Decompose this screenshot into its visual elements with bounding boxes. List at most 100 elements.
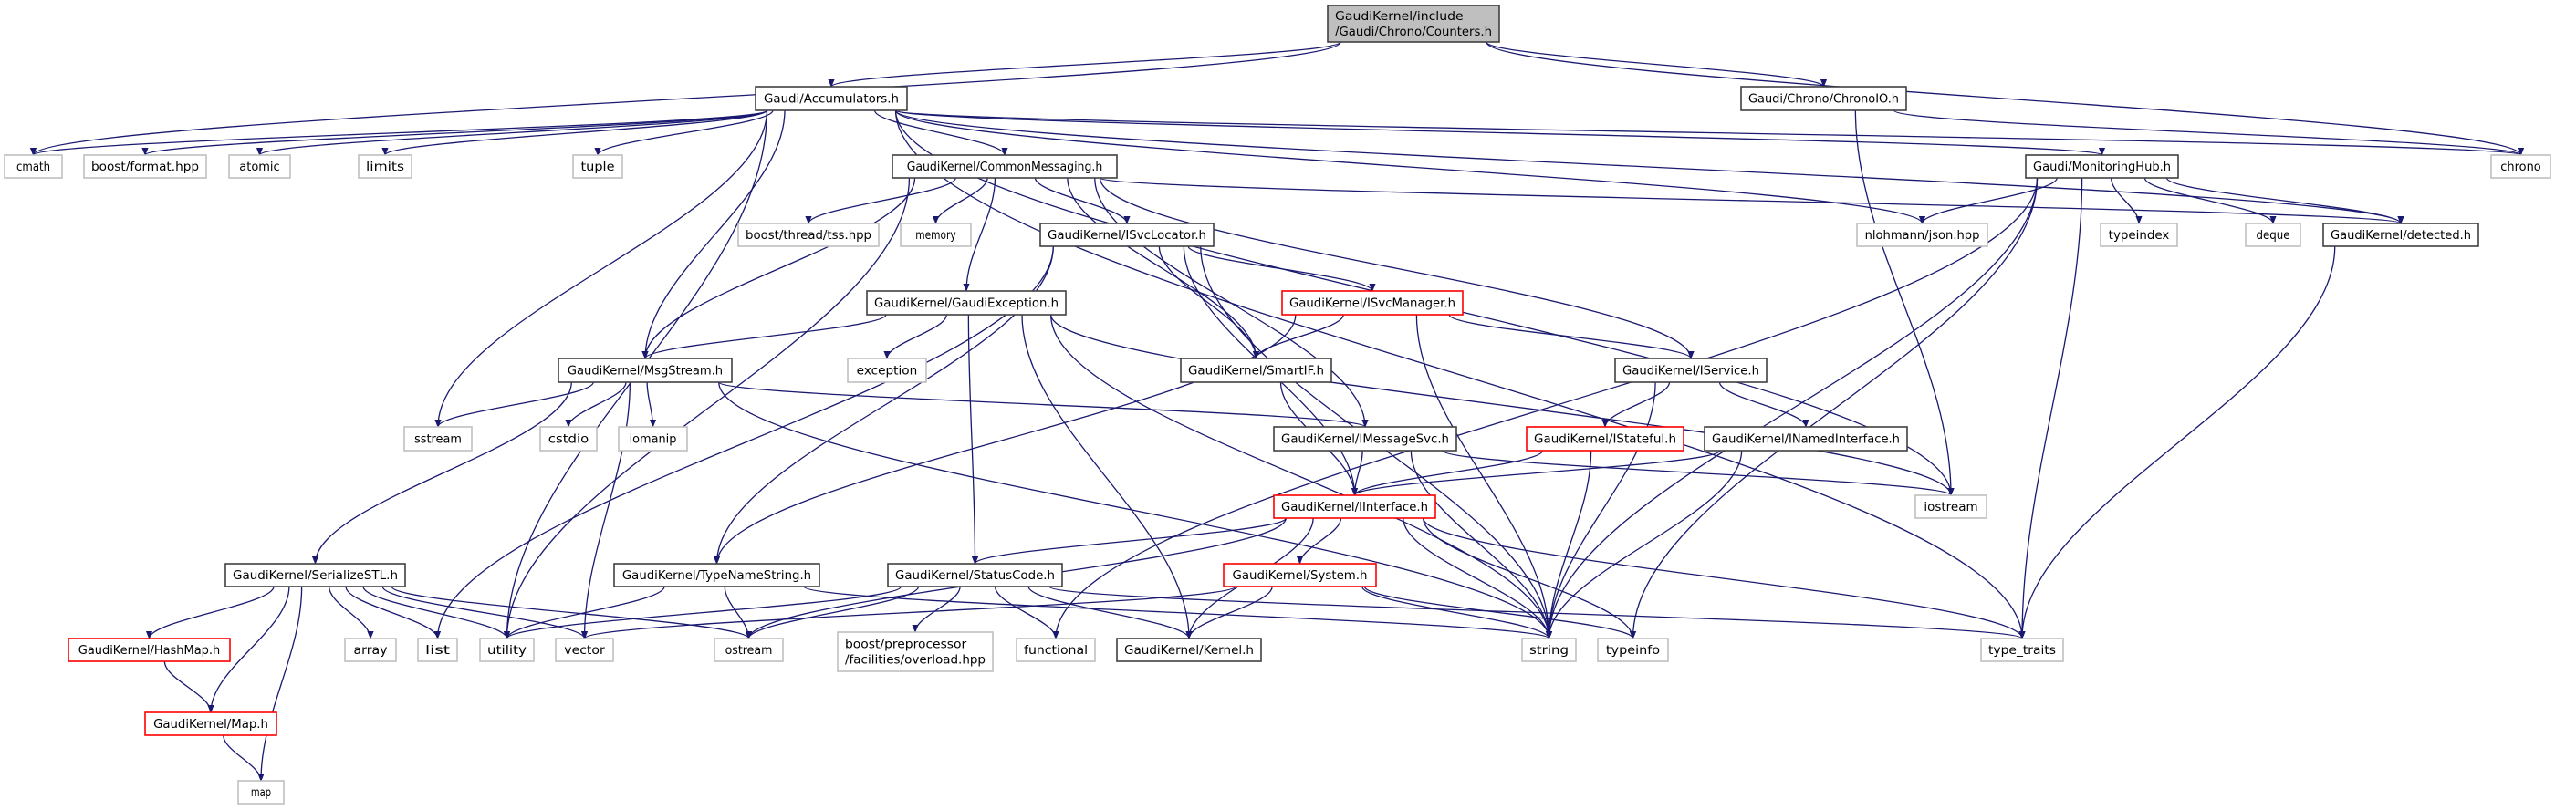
node-label: map [251,786,271,800]
node-memory: memory [900,223,972,247]
node-label: GaudiKernel/detected.h [2331,229,2471,243]
node-hashmap[interactable]: GaudiKernel/HashMap.h [68,638,231,662]
node-box [2490,154,2551,179]
node-label: iomanip [630,433,677,447]
edge-counters-to-chrono [1486,41,2524,156]
edge-accumulators-to-boost_format [141,109,768,156]
node-label: GaudiKernel/INamedInterface.h [1712,433,1900,447]
node-label: GaudiKernel/StatusCode.h [895,569,1055,583]
node-label: iostream [1924,501,1977,514]
node-isvclocator[interactable]: GaudiKernel/ISvcLocator.h [1039,223,1215,247]
node-label: atomic [239,161,279,174]
edge-system-to-typeinfo [1363,586,1636,639]
node-box [613,563,820,587]
edge-counters-to-cmath [30,41,1341,156]
edge-chronoio-to-iostream [1854,109,1955,496]
node-label: GaudiKernel/Kernel.h [1124,644,1254,658]
edge-msgstream-to-sstream [434,381,594,428]
edge-commonmessaging-to-isvclocator [1034,177,1131,224]
node-typeindex: typeindex [2100,223,2178,247]
node-istateful[interactable]: GaudiKernel/IStateful.h [1526,426,1684,452]
edge-accumulators-to-cmath [30,109,768,156]
node-monitoringhub[interactable]: Gaudi/MonitoringHub.h [2025,154,2179,179]
node-detected[interactable]: GaudiKernel/detected.h [2322,223,2479,247]
edge-istateful-to-string [1545,450,1592,639]
node-sstream: sstream [403,426,473,452]
node-box [1223,563,1377,587]
node-counters[interactable]: GaudiKernel/include/Gaudi/Chrono/Counter… [1327,5,1500,43]
node-gaudiexception[interactable]: GaudiKernel/GaudiException.h [866,290,1067,316]
edge-iservice-to-inamedinterface [1718,381,1809,428]
node-commonmessaging[interactable]: GaudiKernel/CommonMessaging.h [892,154,1118,179]
node-label: /Gaudi/Chrono/Counters.h [1335,26,1492,39]
node-isvcmanager[interactable]: GaudiKernel/ISvcManager.h [1281,290,1464,316]
node-label: nlohmann/json.hpp [1865,229,1980,243]
node-iinterface[interactable]: GaudiKernel/IInterface.h [1273,494,1436,519]
node-label: functional [1024,644,1088,658]
edge-statuscode-to-boost_pp [912,586,961,633]
edge-accumulators-to-tuple [594,109,774,156]
node-box [900,223,972,247]
edge-detected-to-type_traits [2018,245,2336,639]
node-atomic: atomic [228,154,291,179]
edge-commonmessaging-to-memory [932,177,988,224]
edge-statuscode-to-type_traits [1048,586,2026,639]
edge-serializestl-to-ostream [391,586,752,639]
edge-accumulators-to-commonmessaging [873,109,1008,156]
edge-accumulators-to-msgstream [641,109,786,359]
edge-map_h-to-map [223,734,265,782]
node-kernel[interactable]: GaudiKernel/Kernel.h [1116,638,1262,662]
node-box [1039,223,1215,247]
edge-msgstream-to-string [718,381,1553,639]
edge-iinterface-to-system [1296,517,1342,565]
node-label: list [425,644,450,658]
node-boost_pp: boost/preprocessor/facilities/overload.h… [837,631,994,672]
node-label: GaudiKernel/ISvcManager.h [1289,297,1455,311]
edge-msgstream-to-cstdio [565,381,627,428]
node-chrono: chrono [2490,154,2551,179]
node-box [1614,358,1768,383]
node-statuscode[interactable]: GaudiKernel/StatusCode.h [887,563,1063,587]
node-label: GaudiKernel/Map.h [153,718,268,732]
node-label: memory [915,229,956,243]
edge-commonmessaging-to-detected [1099,177,2404,224]
node-vector: vector [555,638,614,662]
node-box [2025,154,2179,179]
node-boost_tss: boost/thread/tss.hpp [737,223,880,247]
node-map_h[interactable]: GaudiKernel/Map.h [144,711,277,736]
node-label: typeindex [2109,229,2170,243]
node-map: map [237,780,285,805]
node-box [555,638,614,662]
node-label: /facilities/overload.hpp [845,654,986,668]
node-box [83,154,207,179]
node-typenamestring[interactable]: GaudiKernel/TypeNameString.h [613,563,820,587]
node-imessagesvc[interactable]: GaudiKernel/IMessageSvc.h [1273,426,1457,452]
node-iostream: iostream [1914,494,1987,519]
node-chronoio[interactable]: Gaudi/Chrono/ChronoIO.h [1740,86,1907,111]
node-iservice[interactable]: GaudiKernel/IService.h [1614,358,1768,383]
node-deque: deque [2245,223,2301,247]
node-box [847,358,927,383]
node-inamedinterface[interactable]: GaudiKernel/INamedInterface.h [1704,426,1908,452]
edge-accumulators-to-detected [894,109,2404,224]
node-label: GaudiKernel/IMessageSvc.h [1281,433,1449,447]
node-box [837,631,994,672]
edge-typenamestring-to-string [803,586,1552,639]
edge-iinterface-to-string [1403,517,1553,639]
edge-msgstream-to-imessagesvc [718,381,1369,428]
node-accumulators[interactable]: Gaudi/Accumulators.h [755,86,908,111]
node-smartif[interactable]: GaudiKernel/SmartIF.h [1180,358,1332,383]
edge-monitoringhub-to-typeindex [2110,177,2143,224]
edge-serializestl-to-array [328,586,374,639]
edge-msgstream-to-iomanip [646,381,657,428]
node-msgstream[interactable]: GaudiKernel/MsgStream.h [558,358,733,383]
node-box [1273,426,1457,452]
node-label: cstdio [548,433,589,447]
edge-inamedinterface-to-iinterface [1351,450,1721,496]
node-tuple: tuple [572,154,623,179]
node-serializestl[interactable]: GaudiKernel/SerializeSTL.h [224,563,406,587]
edge-iinterface-to-type_traits [1423,517,2026,639]
node-system[interactable]: GaudiKernel/System.h [1223,563,1377,587]
node-label: vector [564,644,605,658]
edge-accumulators-to-limits [381,109,768,156]
